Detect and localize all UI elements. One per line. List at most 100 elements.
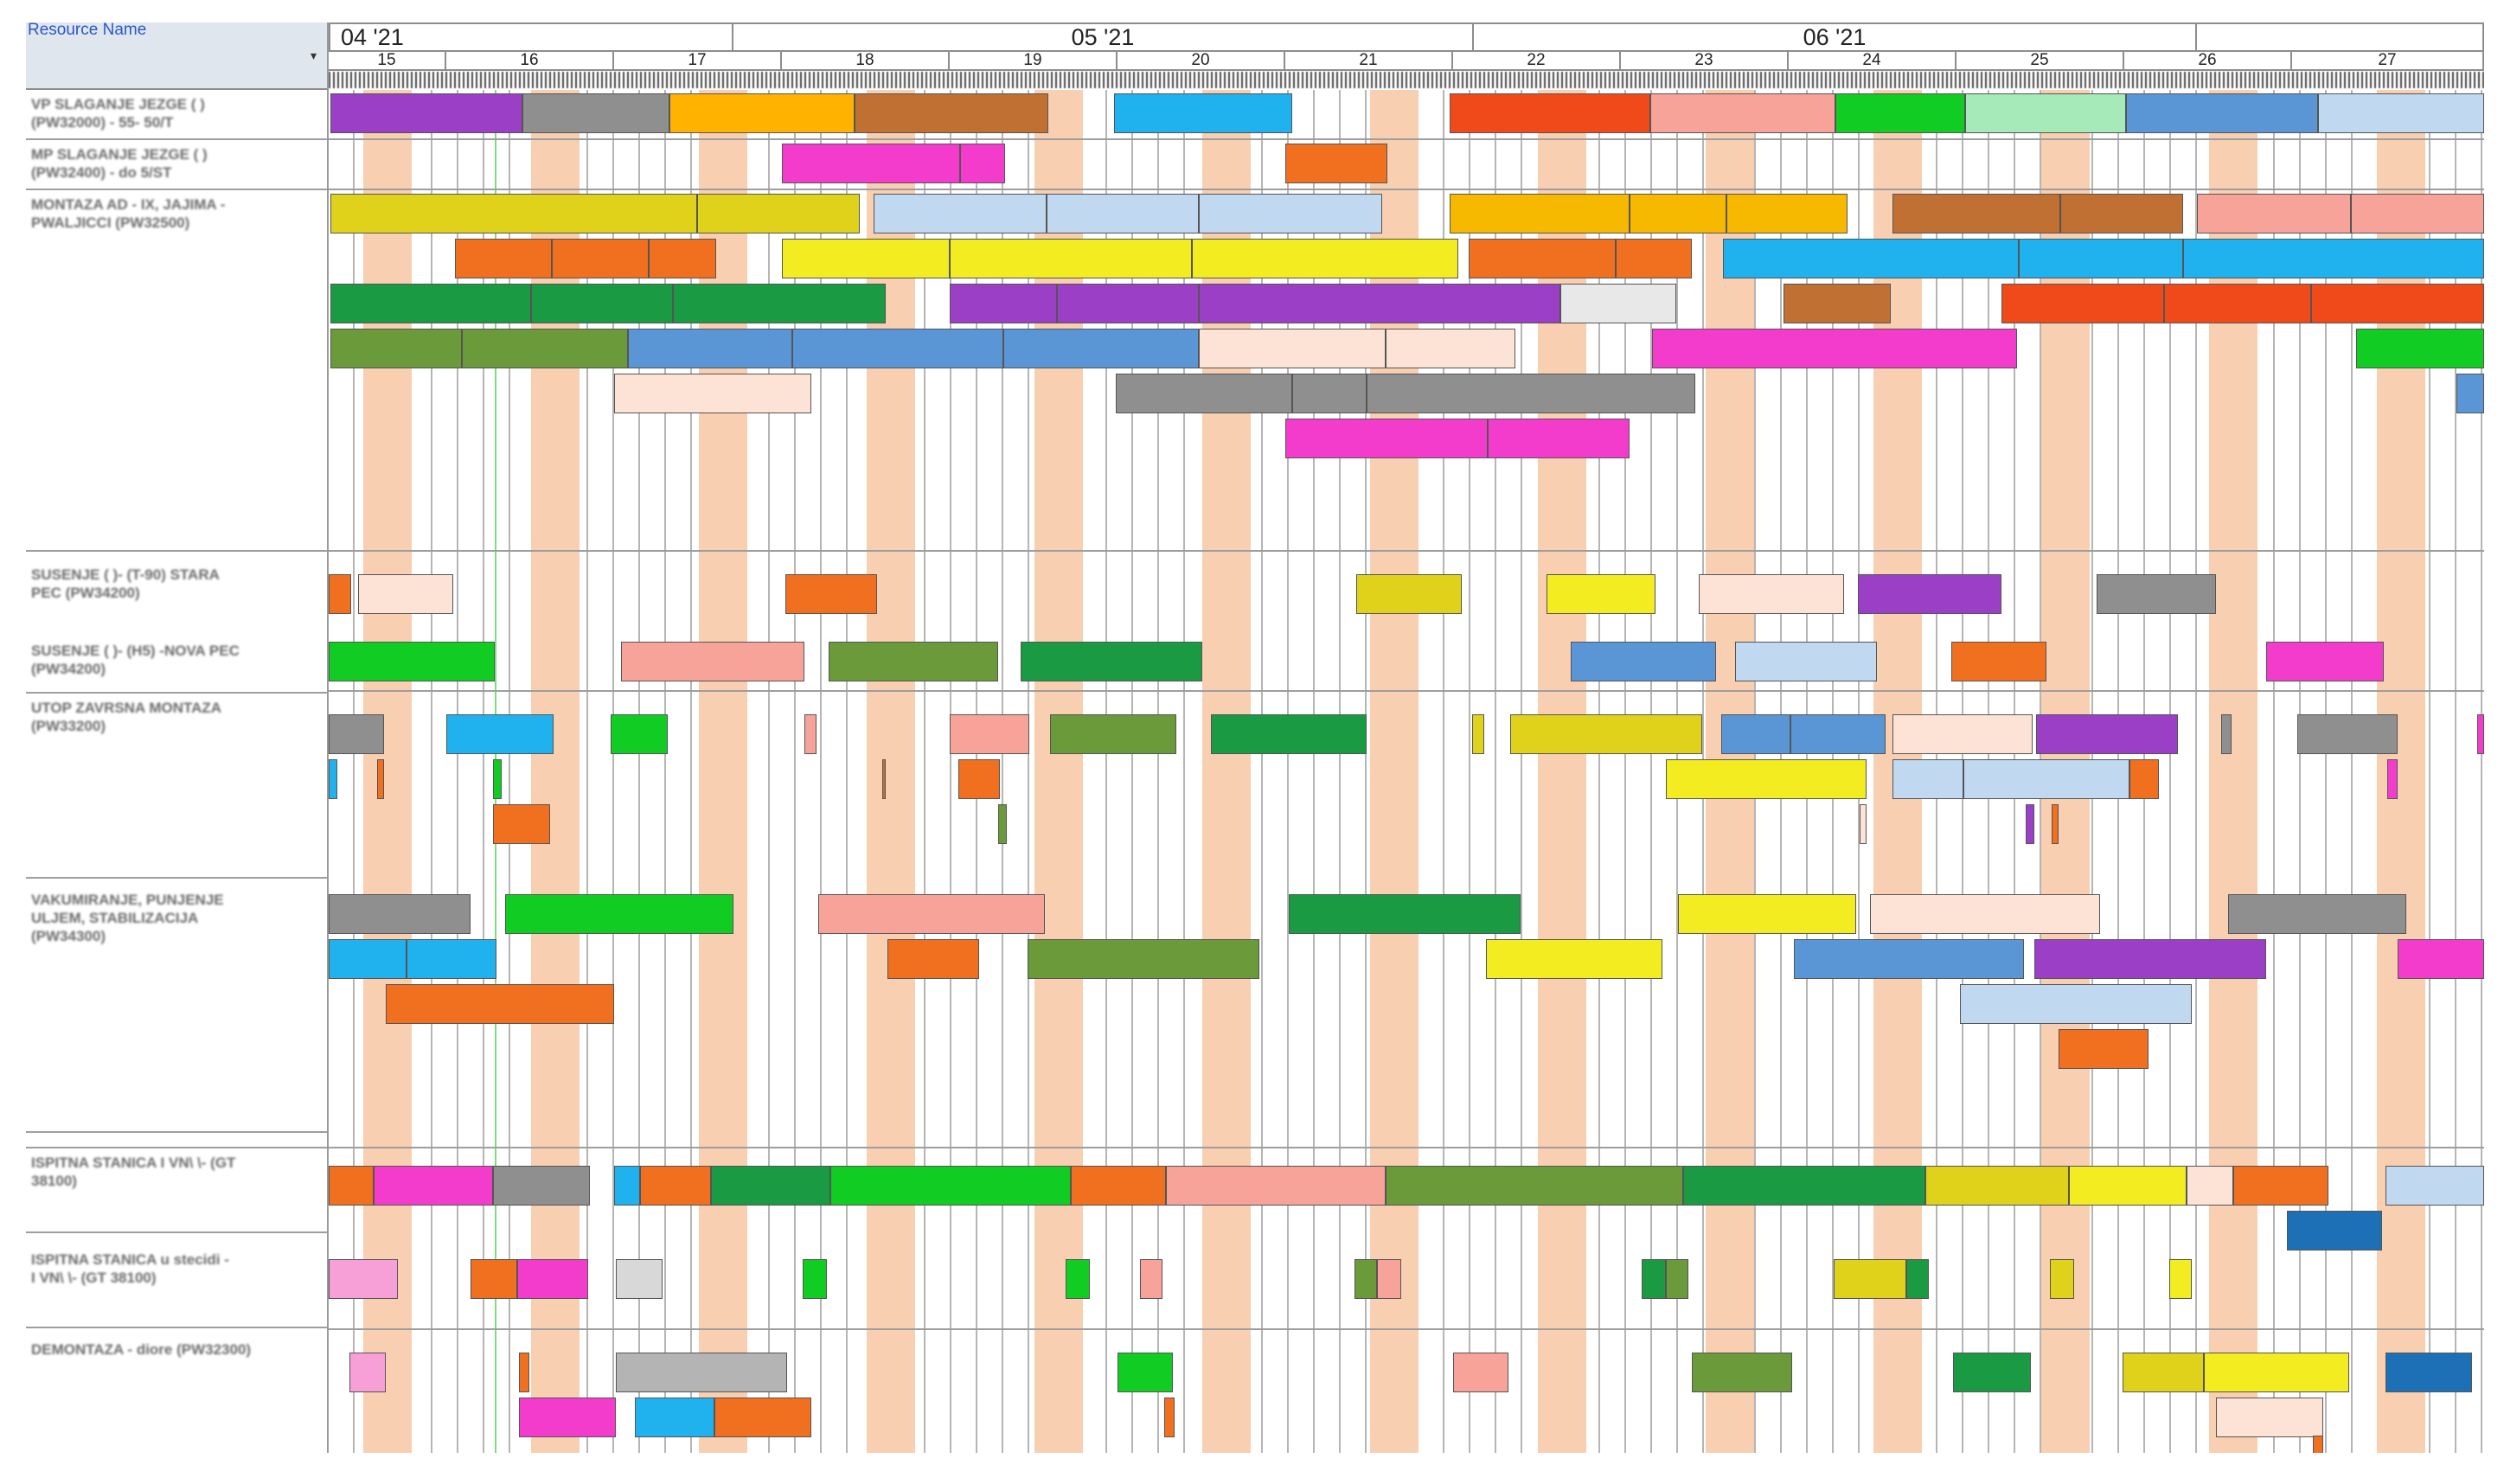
task-bar[interactable] — [1963, 759, 2129, 799]
task-bar[interactable] — [2386, 1353, 2472, 1392]
task-bar[interactable] — [330, 194, 697, 233]
task-bar[interactable] — [2019, 239, 2183, 278]
task-bar[interactable] — [2387, 759, 2398, 799]
task-bar[interactable] — [874, 194, 1047, 233]
task-bar[interactable] — [330, 284, 531, 323]
task-bar[interactable] — [611, 714, 668, 754]
task-bar[interactable] — [2356, 329, 2484, 368]
task-bar[interactable] — [1164, 1398, 1175, 1437]
task-bar[interactable] — [1906, 1259, 1929, 1299]
task-bar[interactable] — [519, 1398, 616, 1437]
task-bar[interactable] — [358, 574, 453, 614]
task-bar[interactable] — [1951, 642, 2046, 681]
task-bar[interactable] — [2398, 939, 2484, 979]
task-bar[interactable] — [329, 1166, 374, 1206]
task-bar[interactable] — [616, 1259, 663, 1299]
task-bar[interactable] — [2477, 714, 2484, 754]
task-bar[interactable] — [950, 239, 1192, 278]
task-bar[interactable] — [2052, 804, 2059, 844]
task-bar[interactable] — [714, 1398, 811, 1437]
task-bar[interactable] — [1047, 194, 1199, 233]
task-bar[interactable] — [1071, 1166, 1166, 1206]
task-bar[interactable] — [1140, 1259, 1162, 1299]
task-bar[interactable] — [1784, 284, 1891, 323]
task-bar[interactable] — [446, 714, 554, 754]
task-bar[interactable] — [2123, 1353, 2204, 1392]
task-bar[interactable] — [330, 93, 522, 133]
task-bar[interactable] — [2197, 194, 2351, 233]
task-bar[interactable] — [1486, 939, 1662, 979]
task-bar[interactable] — [2228, 894, 2406, 934]
resource-row[interactable]: SUSENJE ( )- (T-90) STARA PEC (PW34200) — [26, 552, 327, 699]
task-bar[interactable] — [329, 939, 407, 979]
task-bar[interactable] — [1965, 93, 2126, 133]
task-bar[interactable] — [1892, 759, 1963, 799]
task-bar[interactable] — [1285, 144, 1387, 183]
task-bar[interactable] — [2266, 642, 2384, 681]
task-bar[interactable] — [673, 284, 886, 323]
task-bar[interactable] — [649, 239, 716, 278]
task-bar[interactable] — [1377, 1259, 1401, 1299]
task-bar[interactable] — [2313, 1436, 2323, 1453]
task-bar[interactable] — [493, 759, 502, 799]
task-bar[interactable] — [1289, 894, 1521, 934]
task-bar[interactable] — [329, 1259, 398, 1299]
task-bar[interactable] — [1870, 894, 2100, 934]
task-bar[interactable] — [1003, 329, 1199, 368]
task-bar[interactable] — [531, 284, 673, 323]
task-bar[interactable] — [950, 284, 1057, 323]
task-bar[interactable] — [374, 1166, 493, 1206]
task-bar[interactable] — [1925, 1166, 2069, 1206]
task-bar[interactable] — [1199, 329, 1386, 368]
task-bar[interactable] — [2001, 284, 2164, 323]
task-bar[interactable] — [2026, 804, 2034, 844]
task-bar[interactable] — [1211, 714, 1367, 754]
resource-row[interactable]: DEMONTAZA - diore (PW32300) — [26, 1328, 327, 1453]
task-bar[interactable] — [1488, 419, 1630, 458]
task-bar[interactable] — [1450, 194, 1630, 233]
task-bar[interactable] — [669, 93, 855, 133]
task-bar[interactable] — [1678, 894, 1856, 934]
task-bar[interactable] — [785, 574, 877, 614]
task-bar[interactable] — [1472, 714, 1484, 754]
task-bar[interactable] — [2351, 194, 2484, 233]
task-bar[interactable] — [1166, 1166, 1386, 1206]
task-bar[interactable] — [782, 239, 950, 278]
task-bar[interactable] — [2204, 1353, 2349, 1392]
task-bar[interactable] — [1860, 804, 1867, 844]
task-bar[interactable] — [2069, 1166, 2187, 1206]
task-bar[interactable] — [1021, 642, 1202, 681]
task-bar[interactable] — [2036, 714, 2178, 754]
task-bar[interactable] — [782, 144, 960, 183]
task-bar[interactable] — [818, 894, 1045, 934]
task-bar[interactable] — [2386, 1166, 2484, 1206]
task-bar[interactable] — [1560, 284, 1676, 323]
task-bar[interactable] — [882, 759, 886, 799]
task-bar[interactable] — [2287, 1211, 2382, 1251]
resource-row[interactable]: MONTAZA AD - IX, JAJIMA - PWALJICCI (PW3… — [26, 190, 327, 552]
task-bar[interactable] — [1453, 1353, 1508, 1392]
task-bar[interactable] — [998, 804, 1007, 844]
task-bar[interactable] — [1050, 714, 1176, 754]
task-bar[interactable] — [1892, 714, 2033, 754]
task-bar[interactable] — [505, 894, 733, 934]
task-bar[interactable] — [960, 144, 1005, 183]
task-bar[interactable] — [1367, 374, 1695, 413]
task-bar[interactable] — [1953, 1353, 2031, 1392]
resource-row[interactable]: VP SLAGANJE JEZGE ( ) (PW32000) - 55- 50… — [26, 90, 327, 140]
task-bar[interactable] — [455, 239, 552, 278]
task-bar[interactable] — [407, 939, 496, 979]
task-bar[interactable] — [829, 642, 998, 681]
task-bar[interactable] — [1794, 939, 2024, 979]
task-bar[interactable] — [329, 574, 351, 614]
task-bar[interactable] — [1616, 239, 1692, 278]
task-bar[interactable] — [1116, 374, 1292, 413]
task-bar[interactable] — [1066, 1259, 1090, 1299]
task-bar[interactable] — [2129, 759, 2159, 799]
task-bar[interactable] — [462, 329, 628, 368]
task-bar[interactable] — [803, 1259, 827, 1299]
task-bar[interactable] — [1858, 574, 2001, 614]
task-bar[interactable] — [2059, 1029, 2149, 1069]
task-bar[interactable] — [1666, 1259, 1688, 1299]
task-bar[interactable] — [1285, 419, 1488, 458]
